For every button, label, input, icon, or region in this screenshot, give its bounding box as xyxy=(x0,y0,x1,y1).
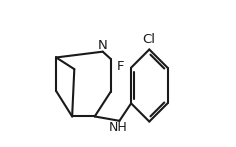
Text: F: F xyxy=(116,60,124,73)
Text: Cl: Cl xyxy=(142,33,155,46)
Text: N: N xyxy=(98,39,108,52)
Text: NH: NH xyxy=(109,121,127,134)
